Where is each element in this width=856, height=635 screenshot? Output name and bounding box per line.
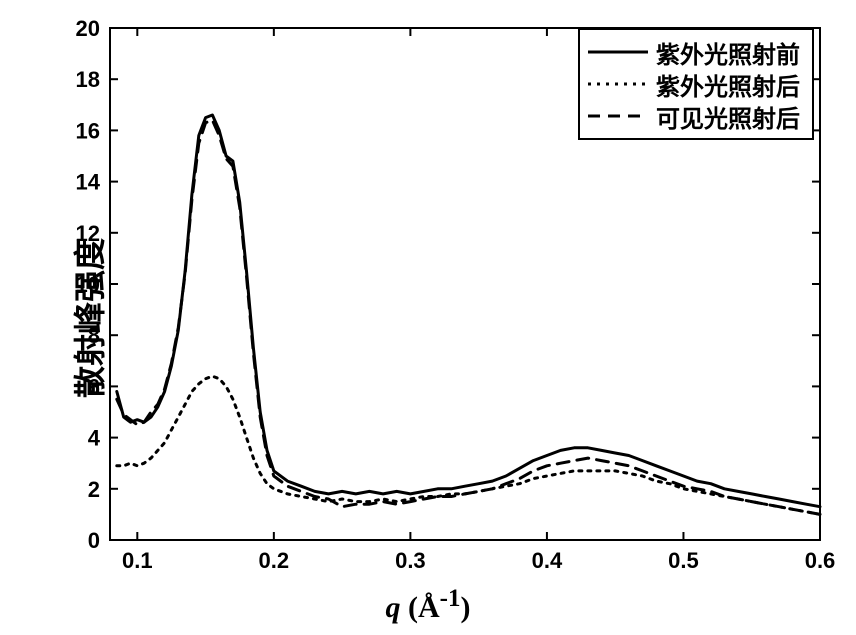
legend-swatch-solid: [588, 40, 648, 64]
svg-text:0.1: 0.1: [122, 548, 153, 573]
svg-text:0.5: 0.5: [668, 548, 699, 573]
svg-text:14: 14: [76, 170, 101, 195]
legend-item: 紫外光照射后: [588, 68, 800, 100]
svg-text:0.4: 0.4: [532, 548, 563, 573]
chart-container: 0.10.20.30.40.50.602468101214161820 散射峰强…: [0, 0, 856, 635]
svg-text:0.2: 0.2: [259, 548, 290, 573]
legend: 紫外光照射前 紫外光照射后 可见光照射后: [578, 28, 814, 140]
svg-text:2: 2: [88, 477, 100, 502]
legend-item: 可见光照射后: [588, 100, 800, 132]
legend-swatch-dot: [588, 72, 648, 96]
svg-text:18: 18: [76, 67, 100, 92]
svg-text:0.6: 0.6: [805, 548, 836, 573]
svg-text:0: 0: [88, 528, 100, 553]
y-axis-label: 散射峰强度: [65, 237, 111, 397]
x-axis-label: q (Å-1): [386, 585, 471, 625]
legend-swatch-dash: [588, 104, 648, 128]
svg-text:4: 4: [88, 426, 101, 451]
legend-label: 紫外光照射前: [656, 35, 800, 70]
svg-text:20: 20: [76, 16, 100, 41]
legend-label: 紫外光照射后: [656, 67, 800, 102]
legend-label: 可见光照射后: [656, 99, 800, 134]
svg-text:16: 16: [76, 118, 100, 143]
svg-text:0.3: 0.3: [395, 548, 426, 573]
legend-item: 紫外光照射前: [588, 36, 800, 68]
